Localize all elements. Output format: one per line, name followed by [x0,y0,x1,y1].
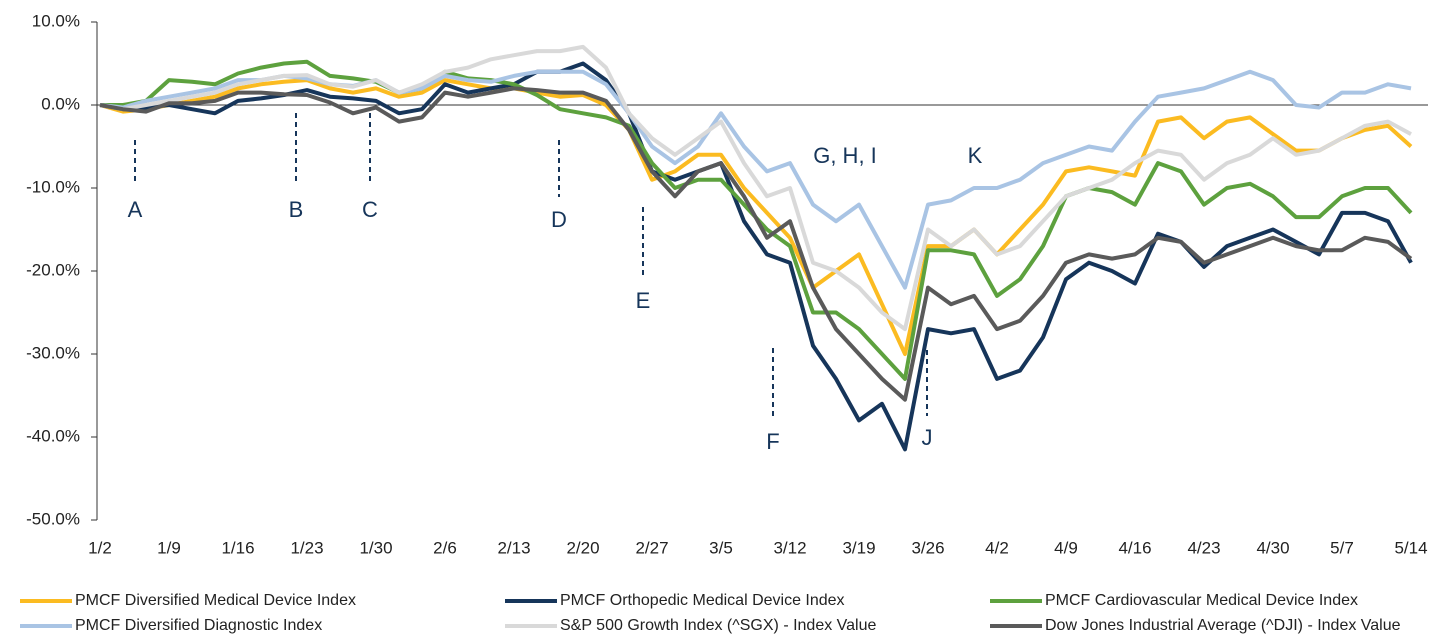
annotation: E [636,288,651,313]
series-line [99,78,1413,356]
annotation: J [922,425,933,450]
y-tick-label: -10.0% [26,177,80,196]
x-tick-label: 2/20 [566,538,599,557]
legend-label: PMCF Orthopedic Medical Device Index [560,592,845,609]
x-tick-label: 1/23 [290,538,323,557]
x-tick-label: 3/19 [842,538,875,557]
y-tick-label: -30.0% [26,343,80,362]
x-tick-label: 2/13 [497,538,530,557]
y-tick-label: -20.0% [26,260,80,279]
y-tick-label: -40.0% [26,426,80,445]
annotation: C [362,197,378,222]
x-tick-label: 3/26 [911,538,944,557]
series-line [99,61,1413,452]
x-tick-label: 5/7 [1330,538,1354,557]
legend-label: Dow Jones Industrial Average (^DJI) - In… [1045,617,1401,634]
y-tick-label: -50.0% [26,509,80,528]
y-tick-label: 0.0% [41,94,80,113]
x-tick-label: 1/16 [221,538,254,557]
x-tick-label: 4/9 [1054,538,1078,557]
x-tick-label: 1/2 [88,538,112,557]
x-tick-label: 2/27 [635,538,668,557]
legend-label: PMCF Diversified Diagnostic Index [75,617,322,634]
x-tick-label: 4/16 [1118,538,1151,557]
legend-label: PMCF Diversified Medical Device Index [75,592,356,609]
x-tick-label: 1/30 [359,538,392,557]
x-tick-label: 4/30 [1256,538,1289,557]
x-tick-label: 1/9 [157,538,181,557]
x-tick-label: 2/6 [433,538,457,557]
annotation: F [766,429,779,454]
annotation: K [968,143,983,168]
annotation: B [289,197,304,222]
annotation: D [551,207,567,232]
x-tick-label: 4/2 [985,538,1009,557]
x-tick-label: 3/12 [773,538,806,557]
x-tick-label: 4/23 [1187,538,1220,557]
series-line [99,86,1413,402]
legend-label: PMCF Cardiovascular Medical Device Index [1045,592,1358,609]
series-line [99,44,1412,332]
y-tick-label: 10.0% [32,11,80,30]
legend-label: S&P 500 Growth Index (^SGX) - Index Valu… [560,617,877,634]
annotation: A [128,197,143,222]
x-tick-label: 5/14 [1394,538,1427,557]
x-tick-label: 3/5 [709,538,733,557]
annotation: G, H, I [813,143,877,168]
